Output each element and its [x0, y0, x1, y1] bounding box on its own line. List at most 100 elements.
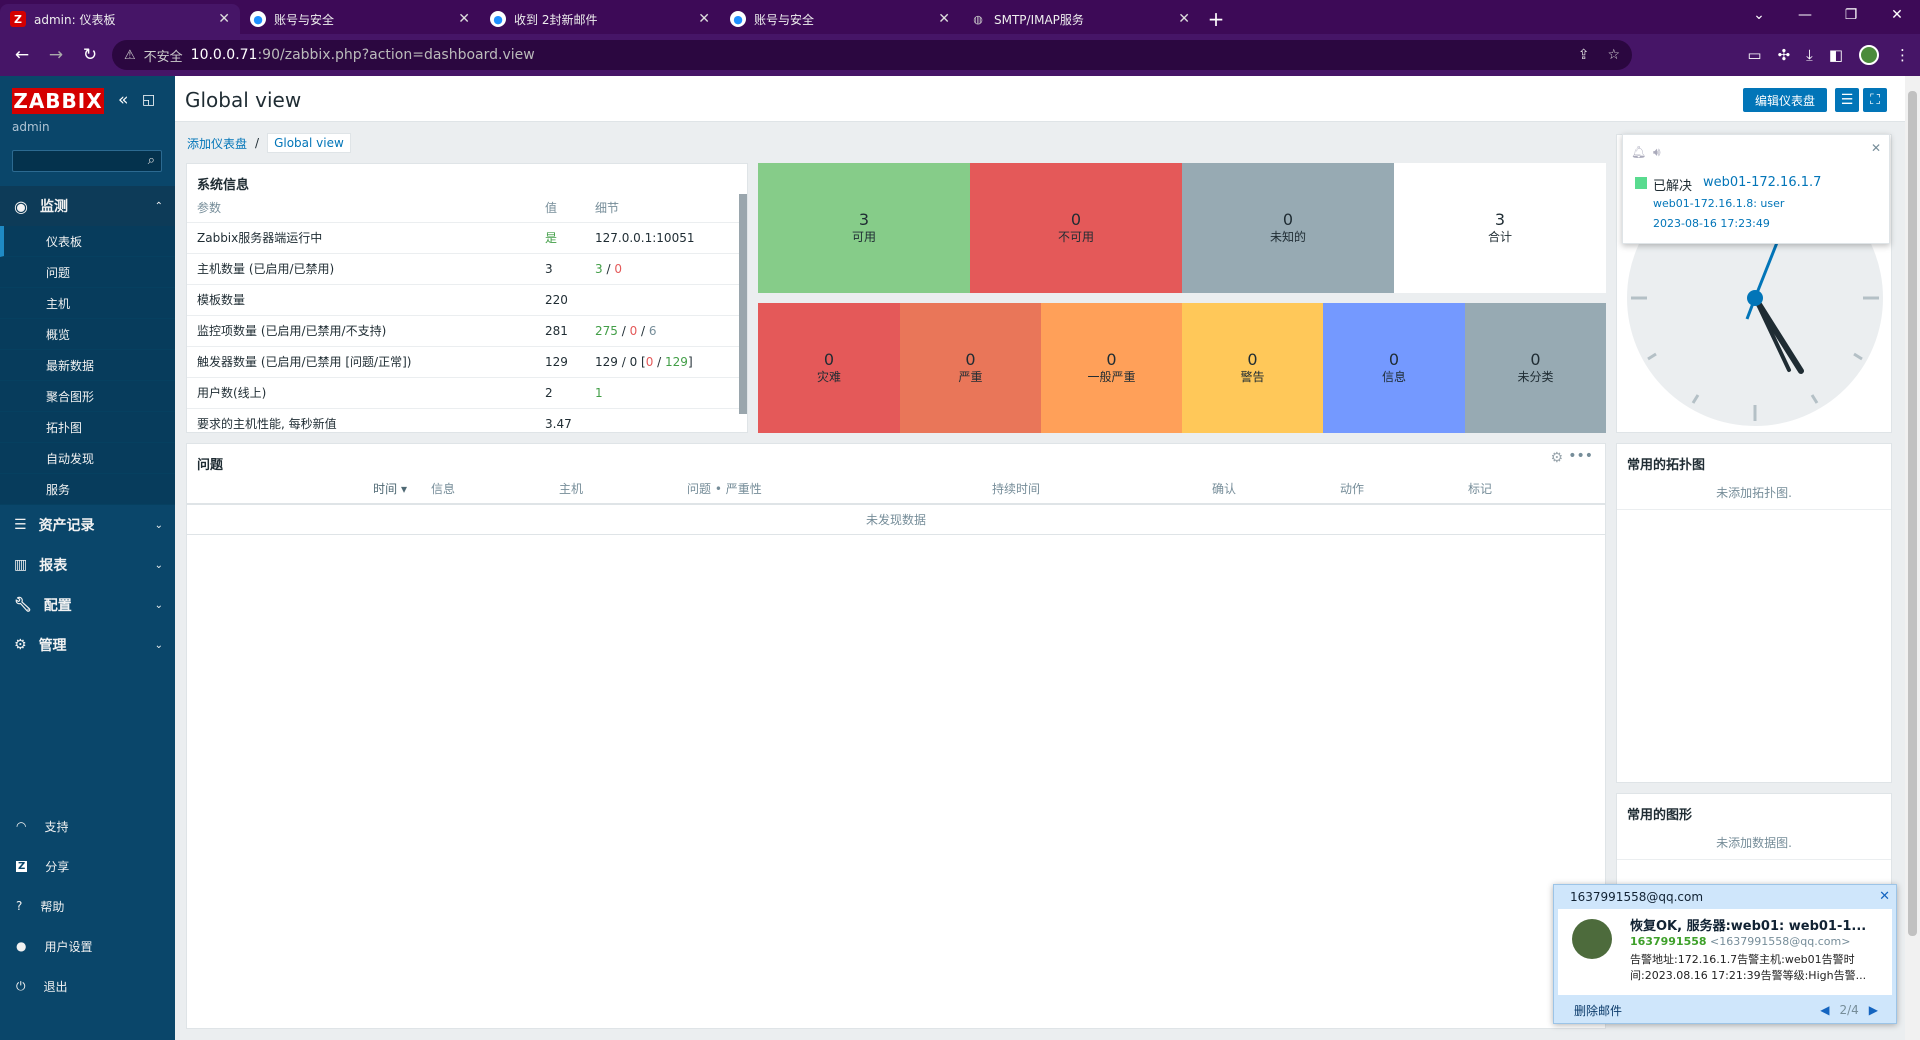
qq-favicon-icon: ●	[250, 11, 266, 27]
collapse-sidebar-icon[interactable]: «	[118, 90, 129, 110]
notification-trigger[interactable]: web01-172.16.1.8: user	[1653, 197, 1785, 210]
page-scrollbar[interactable]	[1905, 76, 1920, 1040]
col-header: 参数	[187, 194, 535, 223]
tile-unknown[interactable]: 0 未知的	[1182, 163, 1394, 293]
prev-mail-icon[interactable]: ◀	[1820, 1003, 1830, 1017]
tile-warning[interactable]: 0 警告	[1182, 303, 1323, 433]
tab-zabbix[interactable]: Z admin: 仪表板 ✕	[0, 4, 240, 34]
delete-mail-link[interactable]: 删除邮件	[1574, 1003, 1623, 1018]
menu-administration[interactable]: ⚙ 管理 ⌄	[0, 625, 175, 665]
col-time[interactable]: 时间 ▾	[187, 474, 417, 505]
zabbix-logo[interactable]: ZABBIX	[12, 88, 104, 114]
notification-time[interactable]: 2023-08-16 17:23:49	[1653, 217, 1770, 230]
tile-information[interactable]: 0 信息	[1323, 303, 1465, 433]
mail-account: 1637991558@qq.com	[1570, 890, 1704, 904]
close-icon[interactable]: ✕	[218, 11, 230, 27]
menu-item-problems[interactable]: 问题	[0, 257, 175, 288]
menu-inventory[interactable]: ☰ 资产记录 ⌄	[0, 505, 175, 545]
tile-not-classified[interactable]: 0 未分类	[1465, 303, 1606, 433]
window-close-icon[interactable]: ✕	[1891, 7, 1903, 23]
menu-item-latest-data[interactable]: 最新数据	[0, 350, 175, 381]
footer-user-settings[interactable]: ● 用户设置	[0, 926, 175, 966]
widget-scrollbar[interactable]	[739, 194, 747, 414]
menu-item-screens[interactable]: 聚合图形	[0, 381, 175, 412]
menu-item-services[interactable]: 服务	[0, 474, 175, 505]
footer-share[interactable]: Z 分享	[0, 846, 175, 886]
fullscreen-icon[interactable]: ⛶	[1863, 88, 1887, 112]
sound-icon[interactable]: 🔊︎	[1653, 145, 1661, 159]
breadcrumb-parent[interactable]: 添加仪表盘	[187, 136, 248, 151]
widget-menu-dots-icon[interactable]: •••	[1568, 448, 1593, 464]
close-icon[interactable]: ✕	[1879, 889, 1890, 904]
more-menu-icon[interactable]: ⋮	[1895, 46, 1910, 64]
close-icon[interactable]: ✕	[458, 11, 470, 27]
tab-smtp[interactable]: ◍ SMTP/IMAP服务 ✕	[960, 4, 1200, 34]
puzzle-extensions-icon[interactable]: ✣	[1777, 46, 1791, 64]
footer-logout[interactable]: ⏻ 退出	[0, 966, 175, 1006]
menu-item-discovery[interactable]: 自动发现	[0, 443, 175, 474]
cell-detail	[585, 284, 747, 316]
tile-available[interactable]: 3 可用	[758, 163, 970, 293]
kiosk-mode-icon[interactable]: ◱	[142, 92, 156, 108]
edit-dashboard-button[interactable]: 编辑仪表盘	[1743, 88, 1827, 112]
footer-support[interactable]: ◠ 支持	[0, 806, 175, 846]
mail-body[interactable]: 恢复OK, 服务器:web01: web01-1... 1637991558 <…	[1558, 909, 1892, 995]
tile-count: 0	[1070, 209, 1082, 229]
menu-item-hosts[interactable]: 主机	[0, 288, 175, 319]
table-row: 主机数量 (已启用/已禁用) 3 3 / 0	[187, 253, 747, 285]
menu-item-overview[interactable]: 概览	[0, 319, 175, 350]
vpn-extension-icon[interactable]: ▭	[1747, 46, 1762, 64]
close-icon[interactable]: ✕	[938, 11, 950, 27]
dashboard-menu-icon[interactable]: ☰	[1835, 88, 1859, 112]
bookmark-star-icon[interactable]: ☆	[1607, 47, 1620, 63]
sidebar: ZABBIX « ◱ admin ⌕ ◉ 监测 ⌃ 仪表板 问题 主机 概览 最…	[0, 76, 175, 1040]
window-controls: ⌄ — ❐ ✕	[1736, 0, 1920, 30]
sidebar-search-input[interactable]: ⌕	[12, 150, 162, 172]
tab-qq-mail[interactable]: ● 收到 2封新邮件 ✕	[480, 4, 720, 34]
tile-average[interactable]: 0 一般严重	[1041, 303, 1182, 433]
tile-unavailable[interactable]: 0 不可用	[970, 163, 1182, 293]
tab-qq-security-2[interactable]: ● 账号与安全 ✕	[720, 4, 960, 34]
cell-value: 3.47	[535, 408, 585, 432]
tile-total[interactable]: 3 合计	[1394, 163, 1606, 293]
tile-disaster[interactable]: 0 灾难	[758, 303, 900, 433]
scrollbar-thumb[interactable]	[1908, 91, 1917, 936]
share-z-icon: Z	[16, 860, 28, 872]
close-icon[interactable]: ✕	[1178, 11, 1190, 27]
new-tab-button[interactable]: +	[1207, 7, 1225, 31]
restore-icon[interactable]: ❐	[1844, 7, 1858, 23]
menu-item-maps[interactable]: 拓扑图	[0, 412, 175, 443]
url-bar[interactable]: ⚠ 不安全 10.0.0.71:90/zabbix.php?action=das…	[112, 40, 1632, 70]
sidepanel-icon[interactable]: ◧	[1828, 46, 1843, 64]
tab-search-icon[interactable]: ⌄	[1753, 7, 1765, 23]
table-header: 时间 ▾ 信息 主机 问题 • 严重性 持续时间 确认 动作 标记	[187, 474, 1605, 505]
widget-settings-gear-icon[interactable]: ⚙	[1550, 450, 1563, 466]
footer-help[interactable]: ? 帮助	[0, 886, 175, 926]
profile-avatar[interactable]	[1859, 45, 1879, 65]
chevron-down-icon: ⌄	[154, 639, 163, 651]
tile-high[interactable]: 0 严重	[900, 303, 1041, 433]
search-icon[interactable]: ⌕	[147, 153, 155, 168]
close-icon[interactable]: ✕	[698, 11, 710, 27]
menu-monitoring[interactable]: ◉ 监测 ⌃	[0, 186, 175, 226]
security-label: 不安全	[143, 49, 183, 65]
col-tags: 标记	[1454, 474, 1605, 505]
back-icon[interactable]: ←	[14, 45, 30, 65]
reload-icon[interactable]: ↻	[82, 45, 98, 65]
menu-reports[interactable]: ▥ 报表 ⌄	[0, 545, 175, 585]
menu-item-dashboard[interactable]: 仪表板	[0, 226, 175, 257]
download-icon[interactable]: ⤓	[1806, 46, 1813, 64]
close-icon[interactable]: ✕	[1870, 141, 1881, 155]
forward-icon[interactable]: →	[48, 45, 64, 65]
notification-host[interactable]: web01-172.16.1.7	[1703, 175, 1822, 190]
bell-icon[interactable]: 🔔︎	[1631, 145, 1647, 159]
minimize-icon[interactable]: —	[1798, 7, 1812, 23]
breadcrumb-current[interactable]: Global view	[267, 133, 351, 153]
warning-icon[interactable]: ⚠	[124, 47, 136, 63]
share-icon[interactable]: ⇪	[1577, 47, 1590, 63]
tab-title: 账号与安全	[754, 12, 815, 27]
resolved-status-icon	[1635, 177, 1647, 189]
tab-qq-security[interactable]: ● 账号与安全 ✕	[240, 4, 480, 34]
next-mail-icon[interactable]: ▶	[1868, 1003, 1878, 1017]
menu-configuration[interactable]: 🔧︎ 配置 ⌄	[0, 585, 175, 625]
